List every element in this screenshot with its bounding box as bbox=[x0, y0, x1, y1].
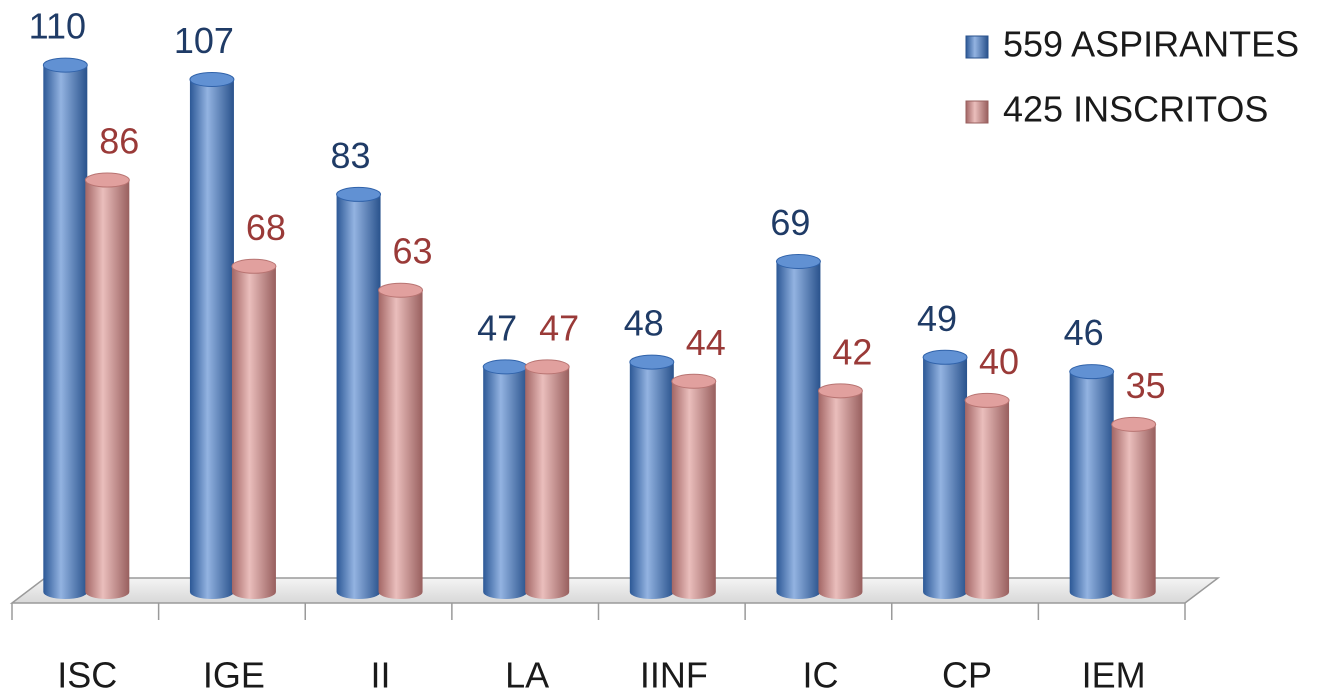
bar bbox=[1111, 416, 1157, 600]
bar-body bbox=[1111, 424, 1156, 600]
bar-body bbox=[923, 357, 968, 600]
bar bbox=[817, 383, 863, 600]
data-label: 46 bbox=[1064, 312, 1104, 353]
legend-swatch bbox=[965, 100, 989, 124]
x-tick-label: II bbox=[371, 655, 391, 696]
bar bbox=[1069, 364, 1115, 600]
bar bbox=[629, 354, 675, 600]
legend-label: 425 INSCRITOS bbox=[1003, 89, 1268, 130]
floor bbox=[9, 577, 1221, 620]
data-label: 48 bbox=[624, 303, 664, 344]
x-tick-label: IGE bbox=[203, 655, 265, 696]
bar-top bbox=[524, 359, 570, 375]
bar-top bbox=[1111, 416, 1157, 432]
bar bbox=[482, 359, 528, 600]
bar-body bbox=[43, 65, 88, 600]
bar-top bbox=[671, 373, 717, 389]
data-label: 44 bbox=[686, 322, 726, 363]
bar bbox=[922, 349, 968, 600]
bar-top bbox=[964, 392, 1010, 408]
data-label: 47 bbox=[477, 307, 517, 348]
data-label: 42 bbox=[832, 331, 872, 372]
data-label: 69 bbox=[770, 202, 810, 243]
x-tick-label: IEM bbox=[1082, 655, 1146, 696]
bar-body bbox=[629, 362, 674, 600]
bar-top bbox=[482, 359, 528, 375]
data-label: 40 bbox=[979, 341, 1019, 382]
bar-top bbox=[1069, 364, 1115, 380]
bar-body bbox=[189, 79, 234, 600]
bar-top bbox=[817, 383, 863, 399]
bar-body bbox=[671, 381, 716, 600]
bar-body bbox=[776, 261, 821, 600]
bar-top bbox=[775, 253, 821, 269]
bar bbox=[336, 186, 382, 600]
data-label: 110 bbox=[29, 6, 86, 47]
bar-top bbox=[231, 258, 277, 274]
bar bbox=[378, 282, 424, 600]
bar-body bbox=[483, 366, 528, 600]
bar-body bbox=[525, 366, 570, 600]
x-tick-label: IINF bbox=[640, 655, 708, 696]
bar-top bbox=[336, 186, 382, 202]
bar-body bbox=[85, 180, 130, 600]
bar-top bbox=[84, 172, 130, 188]
bar-body bbox=[336, 194, 381, 600]
bar bbox=[42, 57, 88, 600]
data-label: 86 bbox=[99, 121, 139, 162]
data-label: 47 bbox=[539, 307, 579, 348]
bar bbox=[775, 253, 821, 600]
data-label: 35 bbox=[1126, 365, 1166, 406]
x-tick-label: LA bbox=[505, 655, 549, 696]
x-tick-label: IC bbox=[802, 655, 838, 696]
bar-top bbox=[922, 349, 968, 365]
bar-body bbox=[818, 390, 863, 600]
data-label: 63 bbox=[393, 231, 433, 272]
bar bbox=[524, 359, 570, 600]
bar-top bbox=[189, 71, 235, 87]
bar bbox=[231, 258, 277, 600]
bar-body bbox=[231, 266, 276, 600]
bar-body bbox=[965, 400, 1010, 600]
bar bbox=[671, 373, 717, 600]
bar-body bbox=[378, 290, 423, 600]
bar-top bbox=[629, 354, 675, 370]
bar-top bbox=[42, 57, 88, 73]
data-label: 107 bbox=[174, 20, 234, 61]
bar bbox=[964, 392, 1010, 600]
bar-body bbox=[1069, 371, 1114, 600]
x-tick-label: CP bbox=[942, 655, 992, 696]
bar bbox=[84, 172, 130, 600]
bar-top bbox=[378, 282, 424, 298]
x-tick-label: ISC bbox=[57, 655, 117, 696]
data-label: 68 bbox=[246, 207, 286, 248]
data-label: 49 bbox=[917, 298, 957, 339]
legend-label: 559 ASPIRANTES bbox=[1003, 24, 1299, 65]
bar bbox=[189, 71, 235, 600]
legend-swatch bbox=[965, 35, 989, 59]
data-label: 83 bbox=[331, 135, 371, 176]
